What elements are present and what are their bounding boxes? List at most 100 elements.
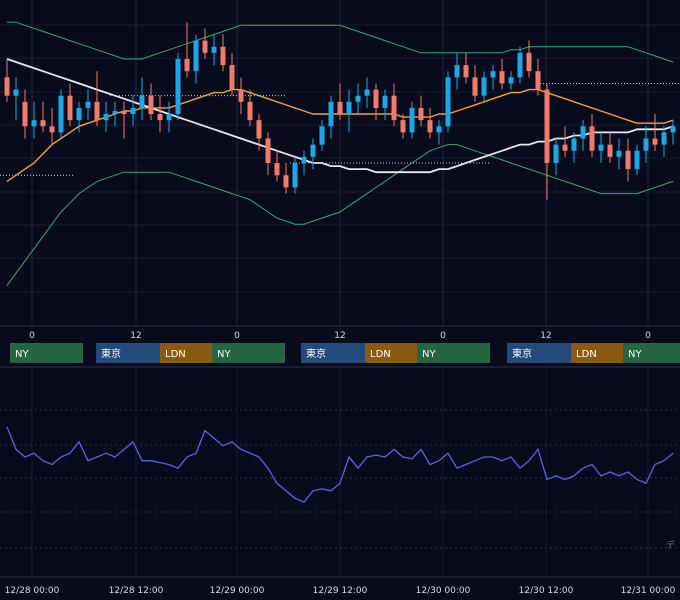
candle bbox=[445, 71, 451, 133]
candle bbox=[58, 89, 64, 139]
session-label: NY bbox=[628, 349, 642, 360]
candle bbox=[544, 83, 550, 200]
candle bbox=[157, 95, 163, 133]
session-block bbox=[417, 343, 490, 363]
candle bbox=[283, 163, 289, 194]
candle bbox=[553, 138, 559, 176]
candle-body bbox=[544, 89, 550, 163]
candle bbox=[580, 120, 586, 151]
candlesticks bbox=[4, 22, 676, 200]
candle-body bbox=[634, 150, 640, 170]
candle-body bbox=[625, 150, 631, 170]
candle bbox=[184, 22, 190, 78]
hour-tick-label: 12 bbox=[540, 331, 551, 341]
candle-body bbox=[526, 52, 532, 72]
candle bbox=[526, 40, 532, 78]
date-tick-label: 12/29 12:00 bbox=[313, 586, 368, 596]
session-block bbox=[96, 343, 160, 363]
oscillator-grid bbox=[0, 368, 680, 576]
candle-body bbox=[355, 95, 361, 102]
candle-body bbox=[85, 101, 91, 108]
candle-body bbox=[184, 58, 190, 72]
candle-body bbox=[391, 95, 397, 121]
candle-body bbox=[112, 110, 118, 115]
candle bbox=[94, 71, 100, 127]
candle bbox=[616, 138, 622, 170]
candle-body bbox=[220, 46, 226, 66]
candle-body bbox=[508, 77, 514, 84]
candle-body bbox=[22, 101, 28, 127]
candle bbox=[337, 83, 343, 121]
hour-tick-label: 0 bbox=[234, 331, 240, 341]
candle bbox=[265, 132, 271, 176]
candle bbox=[589, 114, 595, 157]
hour-tick-label: 0 bbox=[440, 331, 446, 341]
session-block bbox=[507, 343, 571, 363]
candle bbox=[112, 101, 118, 127]
candle-body bbox=[193, 40, 199, 72]
date-tick-label: 12/29 00:00 bbox=[210, 586, 265, 596]
hour-axis: 0 12 0 12 0 12 0 bbox=[29, 331, 651, 341]
candle-body bbox=[436, 126, 442, 133]
session-label: 東京 bbox=[101, 347, 121, 360]
candle bbox=[274, 150, 280, 182]
candle bbox=[364, 77, 370, 108]
candle bbox=[22, 89, 28, 139]
candle bbox=[517, 46, 523, 84]
hour-tick-label: 0 bbox=[29, 331, 35, 341]
candle-body bbox=[58, 95, 64, 133]
candle-body bbox=[256, 120, 262, 139]
candle bbox=[229, 52, 235, 96]
candle bbox=[436, 120, 442, 145]
candle bbox=[220, 34, 226, 72]
candle-body bbox=[328, 101, 334, 127]
hour-tick-label: 12 bbox=[130, 331, 141, 341]
candle bbox=[238, 77, 244, 115]
candle-body bbox=[13, 89, 19, 96]
candle bbox=[256, 114, 262, 151]
date-tick-label: 12/30 00:00 bbox=[416, 586, 471, 596]
candle-body bbox=[382, 95, 388, 108]
candle-body bbox=[400, 120, 406, 133]
candle-body bbox=[31, 120, 37, 127]
candle-body bbox=[166, 114, 172, 121]
bollinger-upper-line bbox=[7, 21, 674, 63]
candle bbox=[472, 65, 478, 102]
candle-body bbox=[175, 58, 181, 115]
candle bbox=[31, 101, 37, 139]
candle bbox=[328, 95, 334, 139]
candle-body bbox=[49, 126, 55, 133]
date-axis: 12/28 00:00 12/28 12:00 12/29 00:00 12/29 1… bbox=[5, 586, 676, 596]
candle bbox=[292, 156, 298, 194]
candle-body bbox=[499, 71, 505, 84]
candle-body bbox=[517, 52, 523, 78]
session-block bbox=[301, 343, 365, 363]
candle-body bbox=[247, 101, 253, 121]
candle bbox=[103, 101, 109, 133]
candle-body bbox=[265, 138, 271, 163]
hour-tick-label: 12 bbox=[334, 331, 345, 341]
candle-body bbox=[490, 71, 496, 78]
candle bbox=[310, 138, 316, 170]
candle-body bbox=[598, 144, 604, 151]
candle-body bbox=[418, 107, 424, 121]
candle-body bbox=[364, 89, 370, 96]
candle-body bbox=[202, 40, 208, 53]
watermark-text: デ bbox=[666, 539, 675, 551]
candle-body bbox=[67, 95, 73, 121]
session-label: LDN bbox=[165, 349, 186, 360]
session-label: NY bbox=[15, 349, 29, 360]
candle-body bbox=[139, 95, 145, 108]
candle bbox=[571, 132, 577, 163]
candle-body bbox=[76, 107, 82, 121]
candle-body bbox=[148, 95, 154, 115]
date-tick-label: 12/28 12:00 bbox=[109, 586, 164, 596]
session-block bbox=[160, 343, 212, 363]
candle bbox=[652, 114, 658, 151]
candle-body bbox=[40, 120, 46, 127]
candle bbox=[211, 34, 217, 66]
candle bbox=[346, 89, 352, 133]
candle-body bbox=[454, 65, 460, 78]
candle bbox=[85, 89, 91, 121]
